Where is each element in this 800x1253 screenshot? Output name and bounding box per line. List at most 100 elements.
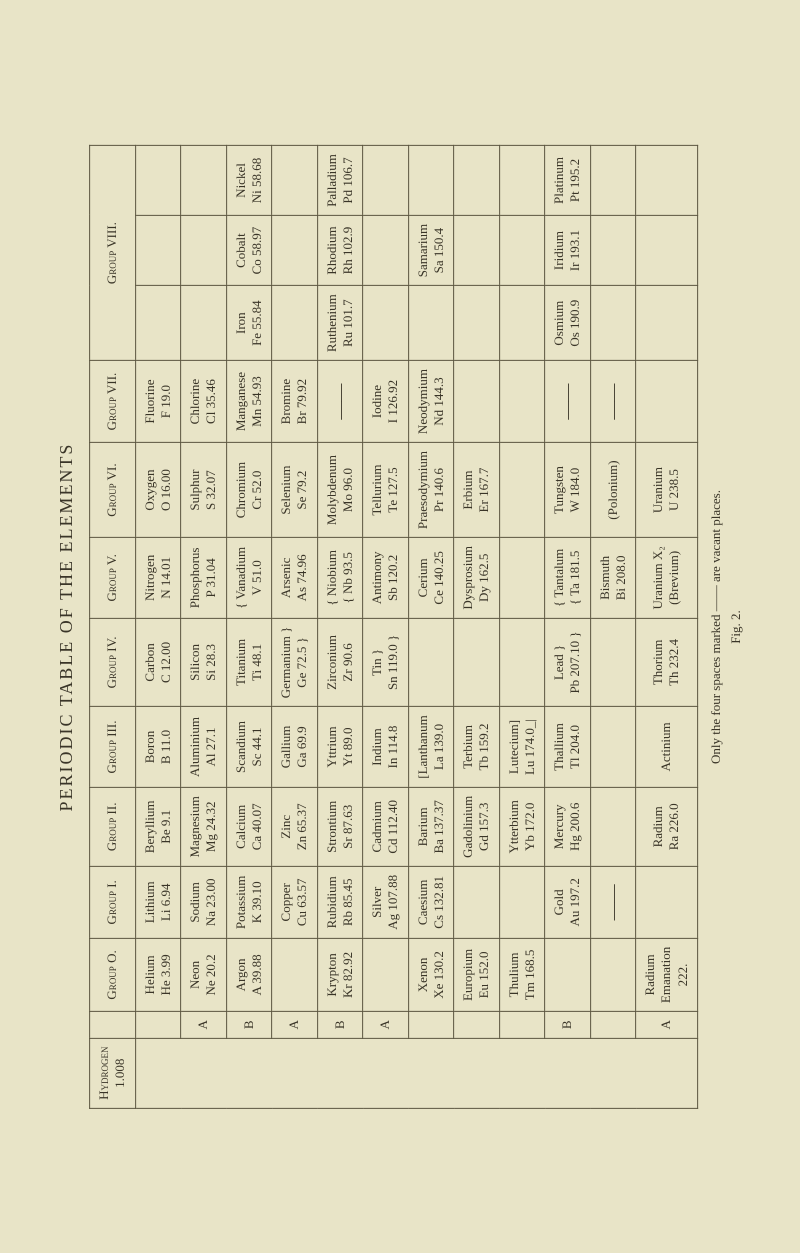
element-cell bbox=[590, 706, 636, 787]
element-cell bbox=[454, 360, 500, 442]
element-cell: ThuliumTm 168.5 bbox=[499, 938, 545, 1011]
table-row: ARadiumEmanation222.RadiumRa 226.0Actini… bbox=[636, 145, 698, 1108]
element-cell-g8: CobaltCo 58.97 bbox=[226, 215, 272, 285]
element-cell-g8 bbox=[636, 215, 698, 285]
element-cell-g8 bbox=[135, 285, 181, 360]
table-row: ——BismuthBi 208.0(Polonium)—— bbox=[590, 145, 636, 1108]
element-cell: Germanium }Ge 72.5 } bbox=[272, 618, 318, 707]
element-cell-g8 bbox=[499, 145, 545, 215]
table-row: ThuliumTm 168.5YtterbiumYb 172.0Lutecium… bbox=[499, 145, 545, 1108]
element-cell-g8 bbox=[590, 145, 636, 215]
series-label: B bbox=[545, 1011, 591, 1037]
element-cell: ArsenicAs 74.96 bbox=[272, 537, 318, 618]
element-cell: —— bbox=[590, 866, 636, 938]
element-cell: YttriumYt 89.0 bbox=[317, 706, 363, 787]
header-g1: Group I. bbox=[90, 866, 136, 938]
element-cell: TelluriumTe 127.5 bbox=[363, 442, 409, 537]
element-cell: TungstenW 184.0 bbox=[545, 442, 591, 537]
element-cell-g8 bbox=[636, 145, 698, 215]
element-cell-g8 bbox=[454, 215, 500, 285]
element-cell: ManganeseMn 54.93 bbox=[226, 360, 272, 442]
element-cell-g8 bbox=[363, 285, 409, 360]
rotated-container: PERIODIC TABLE OF THE ELEMENTS Hydrogen1… bbox=[56, 145, 744, 1109]
left-spacer bbox=[135, 1037, 697, 1107]
element-cell-g8: SamariumSa 150.4 bbox=[408, 215, 454, 285]
element-cell-g8 bbox=[363, 215, 409, 285]
element-cell-g8 bbox=[590, 285, 636, 360]
table-row: HeliumHe 3.99LithiumLi 6.94BerylliumBe 9… bbox=[135, 145, 181, 1108]
element-cell: CeriumCe 140.25 bbox=[408, 537, 454, 618]
header-g6: Group VI. bbox=[90, 442, 136, 537]
element-cell bbox=[499, 442, 545, 537]
element-cell bbox=[590, 787, 636, 866]
element-cell bbox=[636, 866, 698, 938]
header-g3: Group III. bbox=[90, 706, 136, 787]
element-cell: Tin }Sn 119.0 } bbox=[363, 618, 409, 707]
table-row: BKryptonKr 82.92RubidiumRb 85.45Strontiu… bbox=[317, 145, 363, 1108]
element-cell: SilverAg 107.88 bbox=[363, 866, 409, 938]
element-cell-g8 bbox=[135, 215, 181, 285]
element-cell: KryptonKr 82.92 bbox=[317, 938, 363, 1011]
element-cell bbox=[499, 618, 545, 707]
table-row: XenonXe 130.2CaesiumCs 132.81BariumBa 13… bbox=[408, 145, 454, 1108]
element-cell: IndiumIn 114.8 bbox=[363, 706, 409, 787]
element-cell: { Tantalum{ Ta 181.5 bbox=[545, 537, 591, 618]
element-cell: CopperCu 63.57 bbox=[272, 866, 318, 938]
element-cell: SiliconSi 28.3 bbox=[181, 618, 227, 707]
header-ab bbox=[90, 1011, 136, 1037]
element-cell: PraesodymiumPr 140.6 bbox=[408, 442, 454, 537]
series-label: B bbox=[317, 1011, 363, 1037]
element-cell-g8 bbox=[636, 285, 698, 360]
element-cell: BismuthBi 208.0 bbox=[590, 537, 636, 618]
element-cell-g8 bbox=[272, 285, 318, 360]
element-cell: MercuryHg 200.6 bbox=[545, 787, 591, 866]
element-cell: BromineBr 79.92 bbox=[272, 360, 318, 442]
element-cell: RubidiumRb 85.45 bbox=[317, 866, 363, 938]
element-cell: HeliumHe 3.99 bbox=[135, 938, 181, 1011]
element-cell: RadiumEmanation222. bbox=[636, 938, 698, 1011]
page: PERIODIC TABLE OF THE ELEMENTS Hydrogen1… bbox=[0, 0, 800, 1253]
element-cell-g8 bbox=[135, 145, 181, 215]
table-row: ASilverAg 107.88CadmiumCd 112.40IndiumIn… bbox=[363, 145, 409, 1108]
element-cell bbox=[499, 537, 545, 618]
header-g4: Group IV. bbox=[90, 618, 136, 707]
element-cell-g8: RutheniumRu 101.7 bbox=[317, 285, 363, 360]
element-cell: EuropiumEu 152.0 bbox=[454, 938, 500, 1011]
series-label bbox=[454, 1011, 500, 1037]
series-label: A bbox=[272, 1011, 318, 1037]
table-row: ANeonNe 20.2SodiumNa 23.00MagnesiumMg 24… bbox=[181, 145, 227, 1108]
element-cell-g8 bbox=[363, 145, 409, 215]
element-cell-g8 bbox=[181, 215, 227, 285]
element-cell: AntimonySb 120.2 bbox=[363, 537, 409, 618]
element-cell: Actinium bbox=[636, 706, 698, 787]
element-cell: OxygenO 16.00 bbox=[135, 442, 181, 537]
element-cell: RadiumRa 226.0 bbox=[636, 787, 698, 866]
element-cell bbox=[454, 618, 500, 707]
header-hydrogen: Hydrogen1.008 bbox=[90, 1037, 136, 1107]
series-label: A bbox=[363, 1011, 409, 1037]
table-body: HeliumHe 3.99LithiumLi 6.94BerylliumBe 9… bbox=[135, 145, 697, 1108]
header-g8: Group VIII. bbox=[90, 145, 136, 360]
series-label: A bbox=[181, 1011, 227, 1037]
element-cell bbox=[454, 866, 500, 938]
element-cell-g8: IridiumIr 193.1 bbox=[545, 215, 591, 285]
element-cell: GalliumGa 69.9 bbox=[272, 706, 318, 787]
table-row: BArgonA 39.88PotassiumK 39.10CalciumCa 4… bbox=[226, 145, 272, 1108]
element-cell: NeonNe 20.2 bbox=[181, 938, 227, 1011]
header-row: Hydrogen1.008 Group O. Group I. Group II… bbox=[90, 145, 136, 1108]
element-cell: ThalliumTl 204.0 bbox=[545, 706, 591, 787]
figure-label: Fig. 2. bbox=[728, 145, 744, 1109]
element-cell: SeleniumSe 79.2 bbox=[272, 442, 318, 537]
element-cell bbox=[363, 938, 409, 1011]
element-cell: CarbonC 12.00 bbox=[135, 618, 181, 707]
element-cell: Lead }Pb 207.10 } bbox=[545, 618, 591, 707]
element-cell-g8 bbox=[454, 285, 500, 360]
series-label: B bbox=[226, 1011, 272, 1037]
element-cell: (Polonium) bbox=[590, 442, 636, 537]
element-cell: GoldAu 197.2 bbox=[545, 866, 591, 938]
element-cell-g8 bbox=[454, 145, 500, 215]
element-cell: MagnesiumMg 24.32 bbox=[181, 787, 227, 866]
table-row: EuropiumEu 152.0GadoliniumGd 157.3Terbiu… bbox=[454, 145, 500, 1108]
element-cell: Uranium X₂(Brevium) bbox=[636, 537, 698, 618]
element-cell: SodiumNa 23.00 bbox=[181, 866, 227, 938]
